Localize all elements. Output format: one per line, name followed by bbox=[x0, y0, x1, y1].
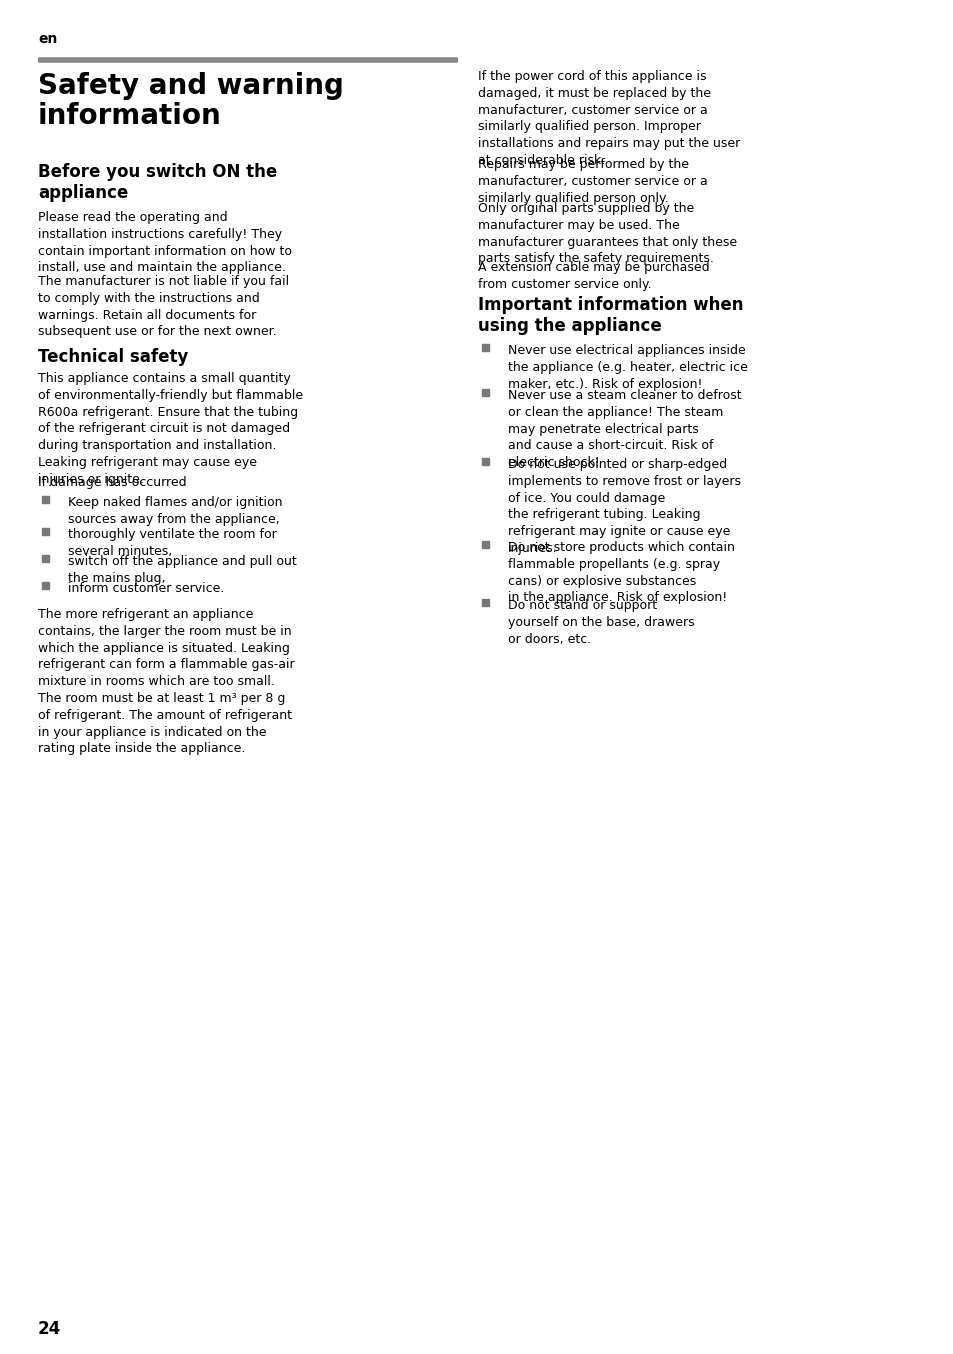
Bar bbox=[42, 555, 49, 562]
Text: 24: 24 bbox=[38, 1320, 61, 1338]
Text: Repairs may be performed by the
manufacturer, customer service or a
similarly qu: Repairs may be performed by the manufact… bbox=[477, 158, 707, 204]
Text: A extension cable may be purchased
from customer service only.: A extension cable may be purchased from … bbox=[477, 261, 709, 291]
Bar bbox=[42, 528, 49, 535]
Text: Keep naked flames and/or ignition
sources away from the appliance,: Keep naked flames and/or ignition source… bbox=[68, 496, 282, 525]
Bar bbox=[481, 389, 489, 395]
Text: inform customer service.: inform customer service. bbox=[68, 582, 224, 594]
Text: If the power cord of this appliance is
damaged, it must be replaced by the
manuf: If the power cord of this appliance is d… bbox=[477, 70, 740, 167]
Text: Please read the operating and
installation instructions carefully! They
contain : Please read the operating and installati… bbox=[38, 211, 292, 275]
Bar bbox=[42, 581, 49, 589]
Bar bbox=[481, 540, 489, 547]
Text: This appliance contains a small quantity
of environmentally-friendly but flammab: This appliance contains a small quantity… bbox=[38, 372, 303, 486]
Text: Important information when
using the appliance: Important information when using the app… bbox=[477, 297, 742, 334]
Text: Before you switch ON the
appliance: Before you switch ON the appliance bbox=[38, 162, 277, 202]
Text: If damage has occurred: If damage has occurred bbox=[38, 477, 187, 489]
Text: Technical safety: Technical safety bbox=[38, 348, 188, 366]
Text: Never use a steam cleaner to defrost
or clean the appliance! The steam
may penet: Never use a steam cleaner to defrost or … bbox=[507, 389, 740, 470]
Text: Do not store products which contain
flammable propellants (e.g. spray
cans) or e: Do not store products which contain flam… bbox=[507, 542, 734, 604]
Text: Only original parts supplied by the
manufacturer may be used. The
manufacturer g: Only original parts supplied by the manu… bbox=[477, 202, 737, 265]
Text: Never use electrical appliances inside
the appliance (e.g. heater, electric ice
: Never use electrical appliances inside t… bbox=[507, 344, 747, 390]
Text: thoroughly ventilate the room for
several minutes,: thoroughly ventilate the room for severa… bbox=[68, 528, 276, 558]
Bar bbox=[481, 344, 489, 351]
Text: switch off the appliance and pull out
the mains plug,: switch off the appliance and pull out th… bbox=[68, 555, 296, 585]
Bar bbox=[42, 496, 49, 502]
Text: Do not stand or support
yourself on the base, drawers
or doors, etc.: Do not stand or support yourself on the … bbox=[507, 598, 694, 646]
Bar bbox=[481, 458, 489, 464]
Bar bbox=[481, 598, 489, 605]
Text: Safety and warning
information: Safety and warning information bbox=[38, 72, 343, 130]
Text: Do not use pointed or sharp-edged
implements to remove frost or layers
of ice. Y: Do not use pointed or sharp-edged implem… bbox=[507, 458, 740, 555]
Text: en: en bbox=[38, 32, 57, 46]
Text: The manufacturer is not liable if you fail
to comply with the instructions and
w: The manufacturer is not liable if you fa… bbox=[38, 275, 289, 338]
Text: The more refrigerant an appliance
contains, the larger the room must be in
which: The more refrigerant an appliance contai… bbox=[38, 608, 294, 756]
